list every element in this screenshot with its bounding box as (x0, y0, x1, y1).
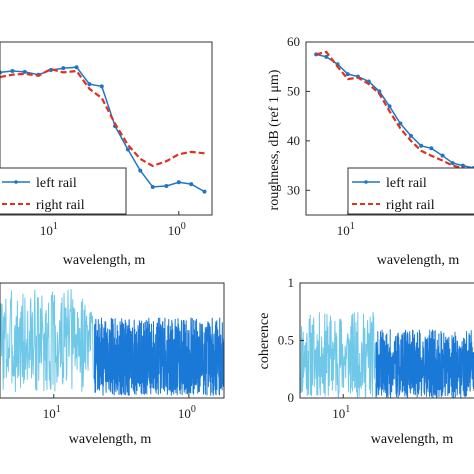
x-tick-label: 101 (337, 221, 355, 238)
x-axis-label-bottom-left: wavelength, m (69, 432, 152, 447)
legend-marker-left-rail (14, 180, 18, 184)
data-point-left-rail (48, 68, 53, 73)
data-point-left-rail (22, 69, 27, 74)
data-point-left-rail (74, 65, 79, 70)
legend-marker-left-rail (364, 180, 368, 184)
plot-area-top-left (0, 65, 207, 194)
x-axis-label-top-right: wavelength, m (377, 253, 460, 268)
x-tick-exponent: 0 (191, 404, 196, 415)
series-line-right-rail (0, 67, 205, 168)
legend-label-left-rail: left rail (386, 176, 427, 191)
y-tick-label: 0 (288, 390, 295, 405)
legend-top-left: left rail right rail (0, 167, 127, 215)
y-tick-label: 60 (287, 34, 300, 49)
legend-label-right-rail: right rail (386, 198, 435, 213)
x-tick-exponent: 1 (345, 404, 350, 415)
panel-roughness-right: roughness, dB (ref 1 μm) wavelength, m (267, 41, 474, 268)
series-line-left-rail (316, 53, 474, 169)
panel-roughness-left: wavelength, m (0, 41, 213, 268)
data-point-left-rail (398, 121, 403, 126)
y-tick-label: 30 (287, 182, 300, 197)
data-point-left-rail (99, 84, 104, 89)
x-tick-exponent: 0 (181, 221, 186, 232)
y-tick-label: 50 (287, 83, 300, 98)
y-tick-label: 1 (288, 275, 295, 290)
data-point-left-rail (460, 163, 465, 168)
data-point-left-rail (10, 68, 15, 73)
axes-frame-top-left (0, 41, 213, 216)
data-point-left-rail (345, 72, 350, 77)
x-tick-exponent: 1 (56, 404, 61, 415)
legend-box (347, 167, 474, 215)
data-point-left-rail (324, 54, 329, 59)
data-point-left-rail (377, 89, 382, 94)
legend-top-right: left rail right rail (347, 167, 474, 215)
x-tick-exponent: 1 (53, 221, 58, 232)
panel-coherence-right: coherence wavelength, m (257, 282, 474, 447)
legend-label-left-rail: left rail (36, 176, 77, 191)
plot-area-bottom-left (0, 288, 224, 396)
data-point-left-rail (419, 143, 424, 148)
data-point-left-rail (61, 66, 66, 71)
data-point-left-rail (202, 189, 207, 194)
coherence-trace-short-wavelength (375, 329, 474, 398)
data-point-left-rail (125, 147, 130, 152)
coherence-trace-long-wavelength (0, 288, 95, 393)
coherence-trace-short-wavelength (94, 317, 224, 396)
data-point-left-rail (164, 184, 169, 189)
x-tick-label: 101 (43, 404, 61, 421)
data-point-left-rail (138, 168, 143, 173)
x-tick-label: 100 (168, 221, 186, 238)
legend-box (0, 167, 127, 215)
data-point-left-rail (450, 161, 455, 166)
y-axis-label-top-right: roughness, dB (ref 1 μm) (267, 69, 282, 210)
y-axis-label-bottom-right: coherence (257, 313, 272, 370)
coherence-trace-long-wavelength (300, 312, 377, 398)
panel-coherence-left: wavelength, m (0, 282, 225, 447)
x-axis-label-top-left: wavelength, m (63, 253, 146, 268)
x-tick-label: 101 (332, 404, 350, 421)
data-point-left-rail (87, 82, 92, 87)
series-line-right-rail (315, 50, 474, 172)
x-tick-label: 100 (178, 404, 196, 421)
data-point-left-rail (440, 153, 445, 158)
data-point-left-rail (408, 133, 413, 138)
plot-area-top-right (314, 50, 474, 172)
y-tick-label: 0.5 (278, 333, 294, 348)
x-tick-exponent: 1 (350, 221, 355, 232)
y-tick-label: 40 (287, 133, 300, 148)
axes-frame-bottom-left (0, 282, 225, 399)
data-point-left-rail (387, 104, 392, 109)
plot-area-bottom-right (300, 312, 474, 398)
x-tick-label: 101 (40, 221, 58, 238)
data-point-left-rail (429, 146, 434, 151)
x-axis-label-bottom-right: wavelength, m (371, 432, 454, 447)
data-point-left-rail (189, 182, 194, 187)
data-point-left-rail (176, 180, 181, 185)
data-point-left-rail (150, 184, 155, 189)
axes-frame-top-right (305, 41, 474, 216)
legend-label-right-rail: right rail (36, 198, 85, 213)
